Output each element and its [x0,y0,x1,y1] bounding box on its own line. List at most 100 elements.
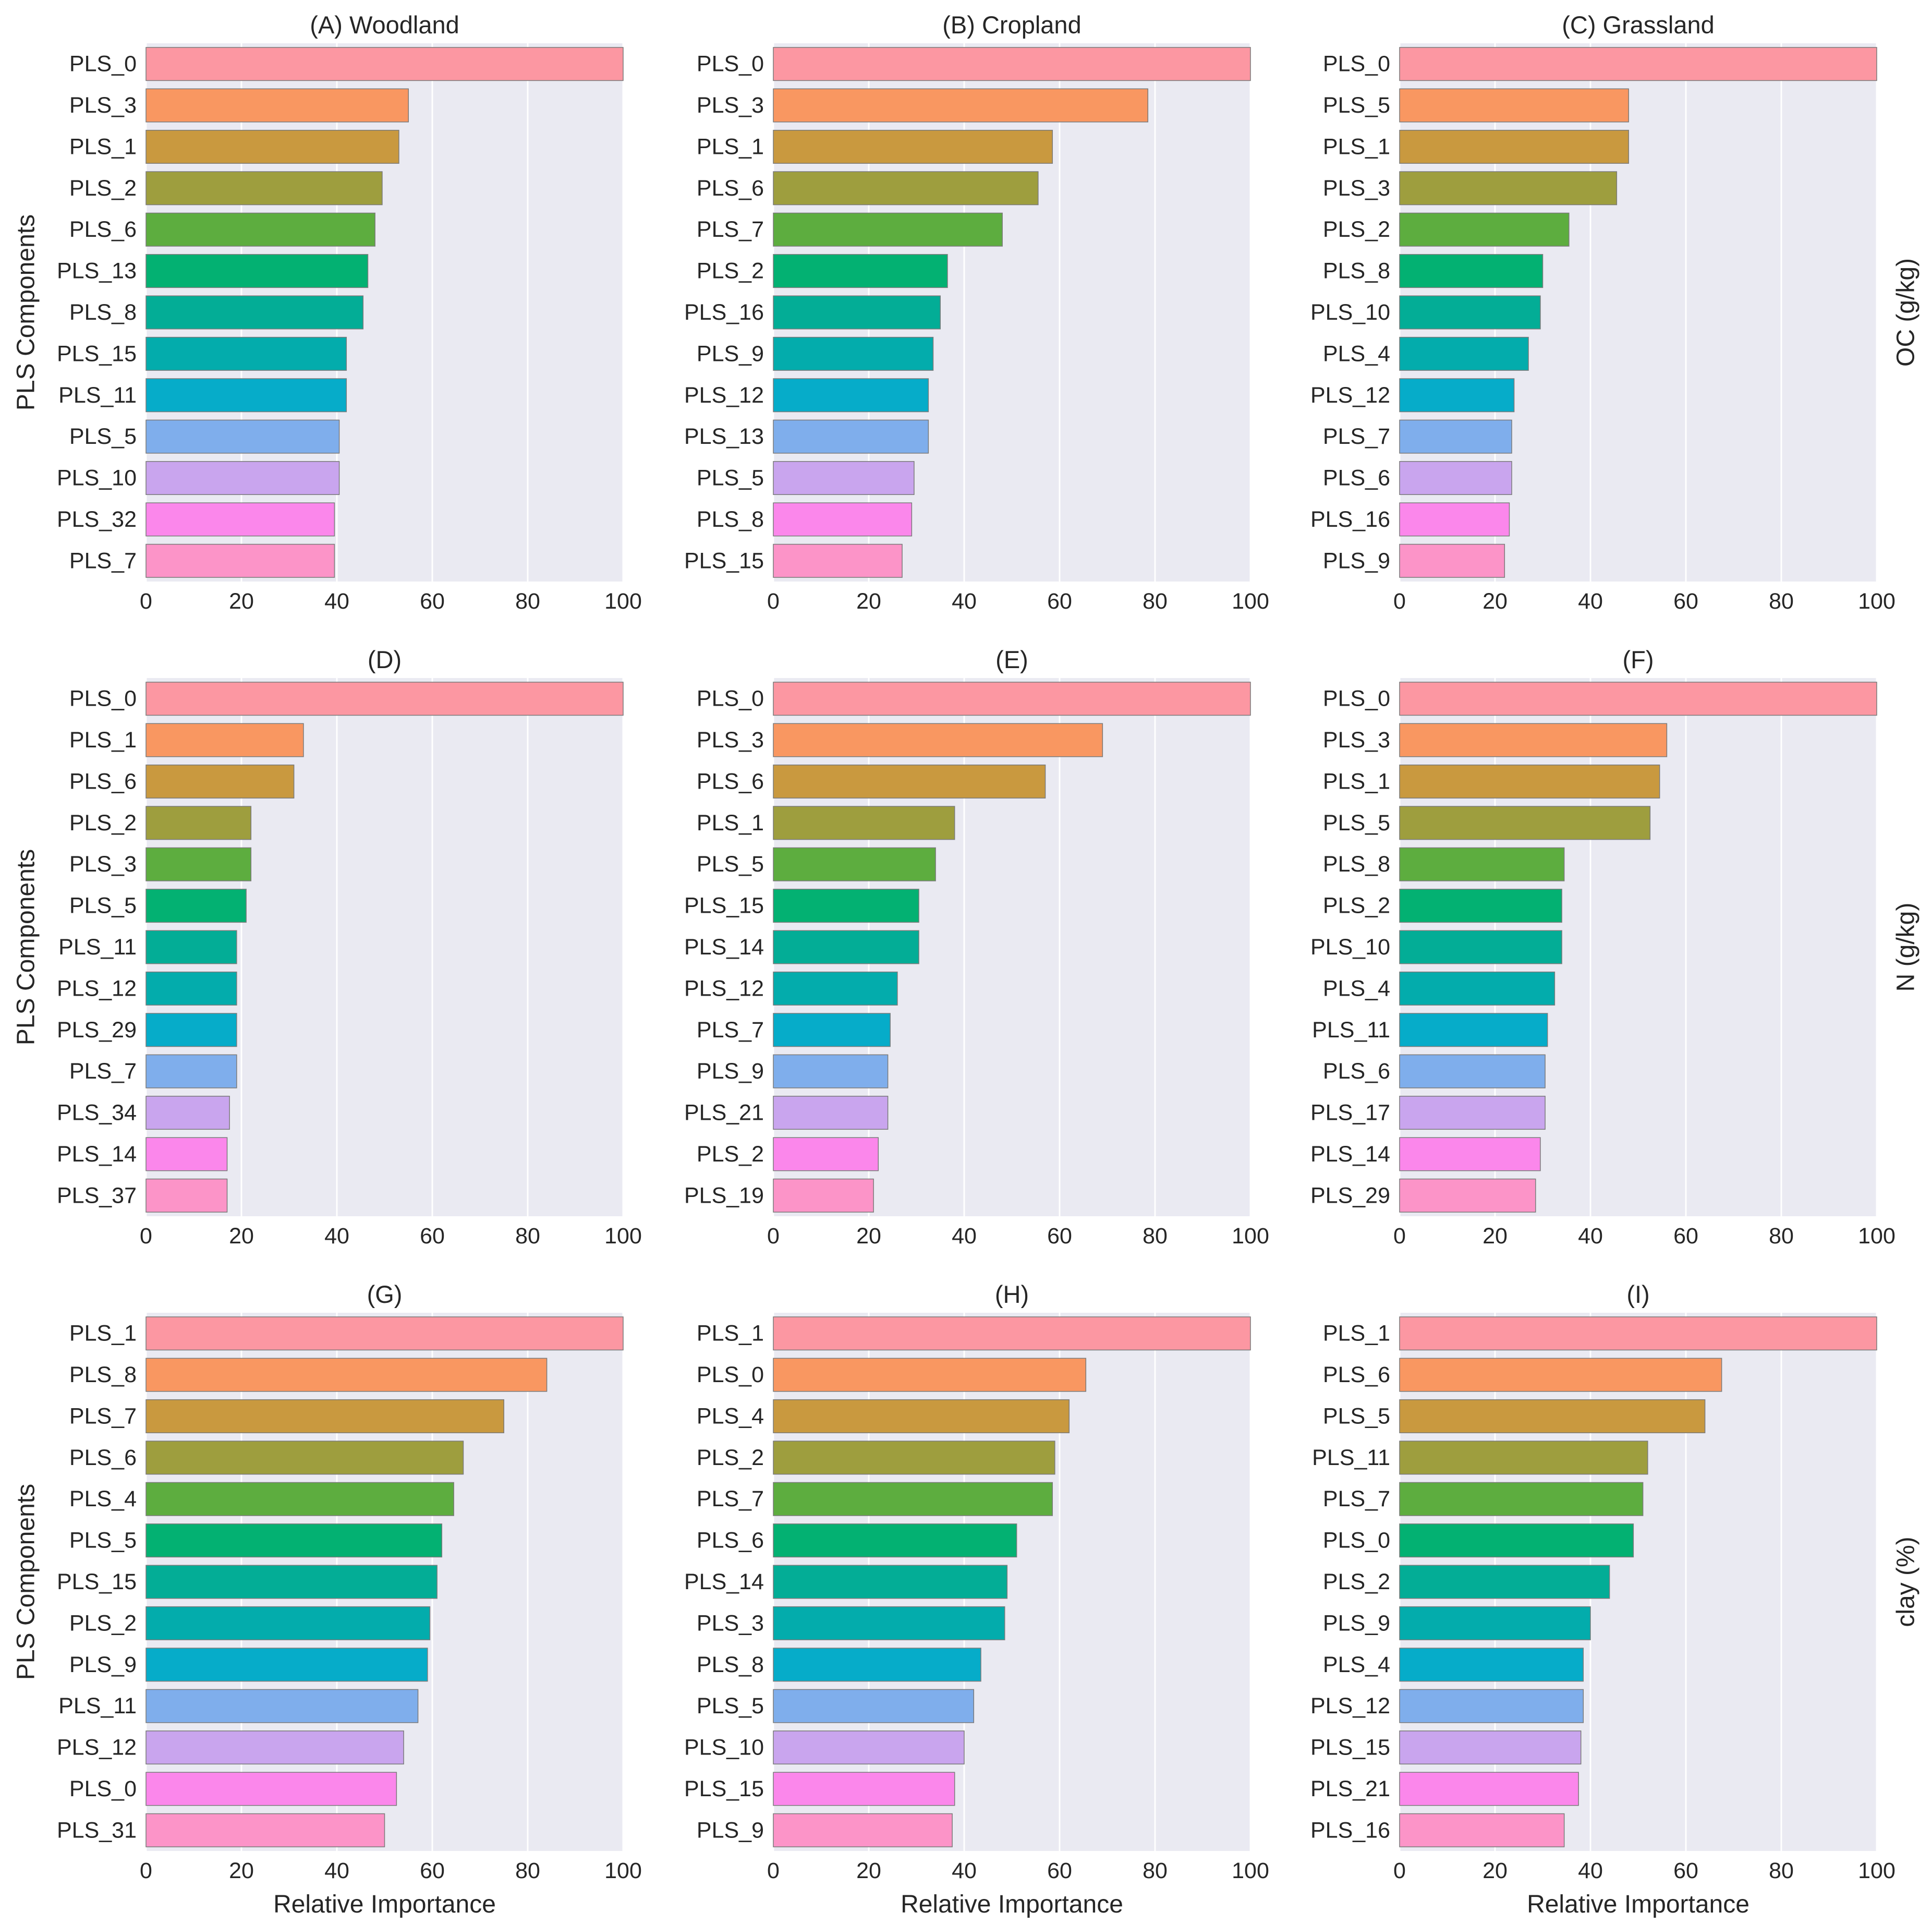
panel-3-bar-pls-2 [145,806,252,840]
panel-0-bar-pls-6 [145,212,375,247]
panel-0-xtick-label: 0 [140,589,152,614]
panel-2-bar-pls-8 [1399,254,1544,288]
panel-4-category-label: PLS_21 [684,1100,764,1126]
panel-2-xtick-label: 0 [1393,589,1406,614]
panel-2-bar-pls-6 [1399,461,1512,495]
panel-1-category-label: PLS_9 [697,341,764,366]
panel-6-xtick-label: 100 [604,1858,642,1883]
panel-2-category-label: PLS_3 [1323,176,1390,201]
panel-7-category-label: PLS_5 [697,1693,764,1719]
panel-3-category-label: PLS_7 [69,1059,137,1084]
panel-1-bar-pls-6 [773,171,1039,205]
panel-8-category-label: PLS_21 [1310,1776,1390,1801]
panel-7-bar-pls-10 [773,1731,965,1765]
panel-8-category-label: PLS_15 [1310,1735,1390,1760]
panel-7-bar-pls-1 [773,1316,1251,1351]
panel-1-bar-pls-15 [773,543,903,578]
panel-1-xtick-label: 60 [1047,589,1072,614]
panel-6-bar-pls-9 [145,1648,428,1682]
panel-8-bar-pls-21 [1399,1772,1579,1806]
panel-0-xtick-label: 100 [604,589,642,614]
panel-6-ylabel: PLS Components [13,1484,40,1680]
panel-3-category-label: PLS_1 [69,728,137,753]
panel-0-category-label: PLS_15 [57,341,137,366]
panel-1-title: (B) Cropland [942,11,1081,39]
panel-6-category-label: PLS_12 [57,1735,137,1760]
panel-3-bar-pls-1 [145,723,304,757]
panel-4-bar-pls-1 [773,806,955,840]
panel-6-category-label: PLS_6 [69,1445,137,1470]
panel-4-category-label: PLS_7 [697,1018,764,1043]
panel-6-bar-pls-15 [145,1565,438,1599]
panel-0-bar-pls-5 [145,419,340,454]
panel-0-category-label: PLS_1 [69,134,137,159]
panel-3-xtick-label: 40 [324,1224,349,1249]
panel-4-category-label: PLS_19 [684,1183,764,1208]
panel-0-category-label: PLS_2 [69,176,137,201]
panel-5-bar-pls-14 [1399,1137,1541,1171]
panel-5-bar-pls-29 [1399,1178,1536,1213]
panel-8-bar-pls-12 [1399,1689,1584,1723]
panel-0-bar-pls-0 [145,47,624,81]
panel-7-xtick-label: 20 [856,1858,881,1883]
panel-0-bar-pls-32 [145,502,335,537]
panel-2-category-label: PLS_2 [1323,217,1390,242]
panel-5-bar-pls-11 [1399,1013,1548,1047]
panel-2-category-label: PLS_4 [1323,341,1390,366]
panel-7-category-label: PLS_4 [697,1403,764,1429]
panel-4-xtick-label: 60 [1047,1224,1072,1249]
panel-4-bar-pls-6 [773,764,1046,798]
panel-0-xtick-label: 80 [515,589,540,614]
panel-5-category-label: PLS_10 [1310,935,1390,960]
panel-2-bar-pls-7 [1399,419,1512,454]
panel-6-bar-pls-12 [145,1731,404,1765]
panel-8-category-label: PLS_2 [1323,1569,1390,1594]
panel-7-category-label: PLS_6 [697,1528,764,1553]
panel-8-bar-pls-2 [1399,1565,1610,1599]
panel-7-title: (H) [995,1280,1029,1308]
panel-8-row-label: clay (%) [1892,1536,1920,1627]
panel-6-bar-pls-1 [145,1316,624,1351]
panel-0-category-label: PLS_13 [57,259,137,284]
panel-2-title: (C) Grassland [1562,11,1715,39]
panel-5-category-label: PLS_2 [1323,893,1390,918]
panel-2-category-label: PLS_12 [1310,383,1390,408]
panel-2-category-label: PLS_5 [1323,93,1390,118]
panel-7-category-label: PLS_9 [697,1818,764,1843]
panel-1-category-label: PLS_12 [684,383,764,408]
panel-4-bar-pls-7 [773,1013,891,1047]
panel-8-category-label: PLS_6 [1323,1362,1390,1387]
panel-0-title: (A) Woodland [310,11,459,39]
panel-2-category-label: PLS_16 [1310,507,1390,532]
panel-8-bar-pls-16 [1399,1813,1565,1847]
panel-8-category-label: PLS_4 [1323,1652,1390,1677]
panel-1-xtick-label: 20 [856,589,881,614]
panel-8-category-label: PLS_7 [1323,1486,1390,1511]
panel-0-xtick-label: 20 [229,589,254,614]
panel-1-category-label: PLS_3 [697,93,764,118]
panel-1-category-label: PLS_15 [684,548,764,573]
panel-5-bar-pls-17 [1399,1096,1546,1130]
panel-6-bar-pls-6 [145,1441,464,1475]
panel-4-bar-pls-21 [773,1096,889,1130]
panel-3-category-label: PLS_2 [69,810,137,836]
panel-4-bar-pls-15 [773,889,919,923]
panel-4-bar-pls-3 [773,723,1103,757]
panel-7-bar-pls-0 [773,1358,1087,1392]
panel-1-bar-pls-7 [773,212,1003,247]
panel-5-xtick-label: 60 [1673,1224,1698,1249]
panel-4-category-label: PLS_3 [697,728,764,753]
panel-8-category-label: PLS_12 [1310,1693,1390,1719]
panel-4-xtick-label: 20 [856,1224,881,1249]
panel-3-category-label: PLS_3 [69,852,137,877]
panel-6-bar-pls-11 [145,1689,419,1723]
panel-2-bar-pls-16 [1399,502,1510,537]
panel-8-category-label: PLS_11 [1312,1445,1390,1470]
panel-6-bar-pls-2 [145,1606,431,1640]
panel-8-bar-pls-0 [1399,1523,1634,1558]
panel-5-category-label: PLS_4 [1323,976,1390,1001]
panel-1-bar-pls-5 [773,461,915,495]
panel-4-category-label: PLS_15 [684,893,764,918]
panel-4-xtick-label: 40 [952,1224,977,1249]
panel-0-category-label: PLS_3 [69,93,137,118]
